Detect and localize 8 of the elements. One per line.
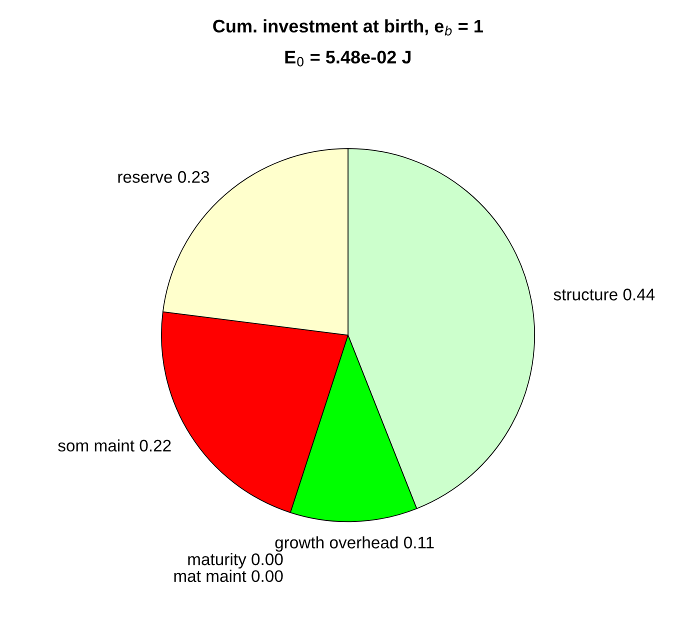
slice-label: growth overhead 0.11 bbox=[275, 536, 434, 552]
chart-subtitle: E$_{0}$ = 5.48e-02 J bbox=[285, 50, 411, 66]
category-label: maturity 0.00 bbox=[188, 552, 283, 569]
category-label: mat maint 0.00 bbox=[174, 570, 283, 582]
chart-title: Cum. investment at birth, e$_{b}$ = 1 bbox=[213, 19, 483, 36]
slice-label: structure 0.44 bbox=[554, 288, 655, 300]
slice-label: som maint 0.22 bbox=[58, 439, 171, 452]
slice-label: reserve 0.23 bbox=[118, 171, 210, 183]
